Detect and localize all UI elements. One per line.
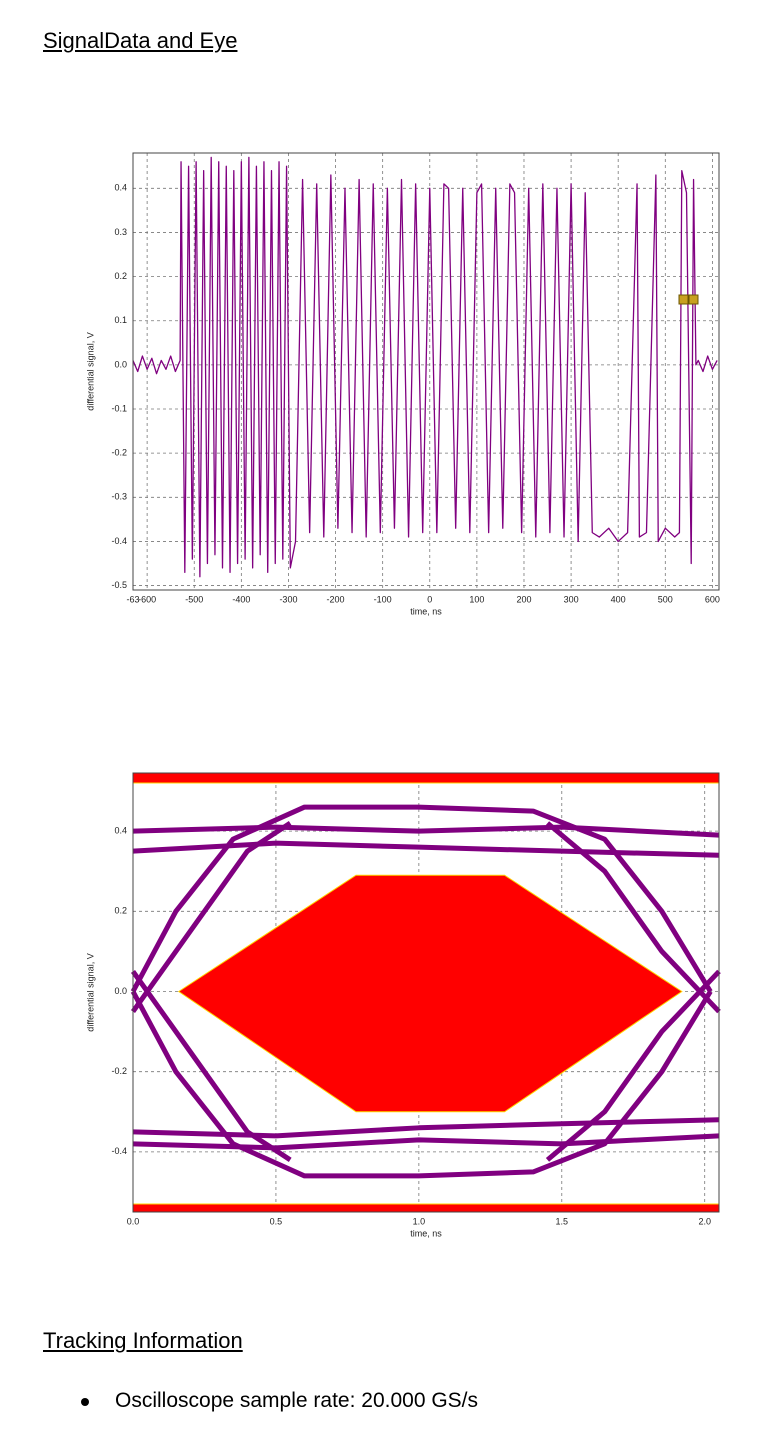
- x-tick-label: 0: [427, 594, 432, 604]
- signal-line: [132, 156, 718, 578]
- x-tick-label: 500: [658, 594, 673, 604]
- x-tick-label: 300: [564, 594, 579, 604]
- eye-mask: [132, 1203, 720, 1213]
- x-tick-label: -300: [279, 594, 297, 604]
- x-tick-label: 200: [516, 594, 531, 604]
- y-tick-label: 0.1: [114, 315, 127, 325]
- bullet-dot: [81, 1398, 89, 1406]
- heading: SignalData and Eye: [43, 28, 238, 53]
- y-tick-label: 0.0: [114, 986, 127, 996]
- y-tick-label: -0.2: [111, 1066, 127, 1076]
- y-tick-label: -0.4: [111, 536, 127, 546]
- x-tick-label: -600: [138, 594, 156, 604]
- cursor-marker: [688, 294, 699, 305]
- y-tick-label: -0.4: [111, 1146, 127, 1156]
- y-tick-label: 0.3: [114, 227, 127, 237]
- x-axis-label: time, ns: [410, 606, 442, 616]
- signal-line: [545, 821, 721, 1014]
- x-tick-label: -200: [327, 594, 345, 604]
- x-tick-label: -500: [185, 594, 203, 604]
- x-tick-label: -100: [374, 594, 392, 604]
- bullet-item: Oscilloscope sample rate: 20.000 GS/s: [115, 1389, 479, 1412]
- y-tick-label: 0.2: [114, 271, 127, 281]
- x-tick-label: 2.0: [698, 1216, 711, 1226]
- x-tick-label: 0.5: [270, 1216, 283, 1226]
- x-axis-label: time, ns: [410, 1228, 442, 1238]
- signal-line: [130, 804, 713, 993]
- signal-line: [130, 821, 292, 1013]
- y-tick-label: -0.3: [111, 492, 127, 502]
- signal-line: [132, 1133, 720, 1151]
- x-tick-label: 1.5: [556, 1216, 569, 1226]
- x-tick-label: -63: [126, 594, 139, 604]
- signal-line: [132, 824, 720, 838]
- y-tick-label: -0.5: [111, 580, 127, 590]
- signal-line: [545, 969, 721, 1162]
- plot-frame: [132, 772, 720, 1213]
- eye-chart: -0.4 -0.2 0.0 0.2 0.4 0.0 0.5 1.0 1.5 2.0 time, ns…: [85, 772, 721, 1238]
- signal-line: [130, 990, 713, 1179]
- y-axis-label: differential signal, V: [85, 332, 95, 410]
- eye-mask: [177, 874, 683, 1113]
- x-tick-label: -400: [232, 594, 250, 604]
- signal-line: [130, 969, 292, 1162]
- x-tick-label: 600: [705, 594, 720, 604]
- heading: Tracking Information: [43, 1328, 243, 1353]
- x-tick-label: 0.0: [127, 1216, 140, 1226]
- y-tick-label: 0.4: [114, 826, 127, 836]
- y-tick-label: 0.2: [114, 906, 127, 916]
- y-axis-label: differential signal, V: [85, 953, 95, 1031]
- y-tick-label: 0.4: [114, 183, 127, 193]
- x-tick-label: 100: [469, 594, 484, 604]
- y-tick-label: -0.1: [111, 403, 127, 413]
- signal-chart: -0.5 -0.4 -0.3 -0.2 -0.1 0.0 0.1 0.2 0.3 0.4 -63-6…: [85, 152, 720, 616]
- y-tick-label: -0.2: [111, 448, 127, 458]
- x-tick-label: 1.0: [413, 1216, 426, 1226]
- plot-frame: [132, 152, 720, 591]
- x-tick-label: 400: [611, 594, 626, 604]
- eye-mask: [132, 772, 720, 784]
- y-tick-label: 0.0: [114, 359, 127, 369]
- cursor-marker: [678, 294, 689, 305]
